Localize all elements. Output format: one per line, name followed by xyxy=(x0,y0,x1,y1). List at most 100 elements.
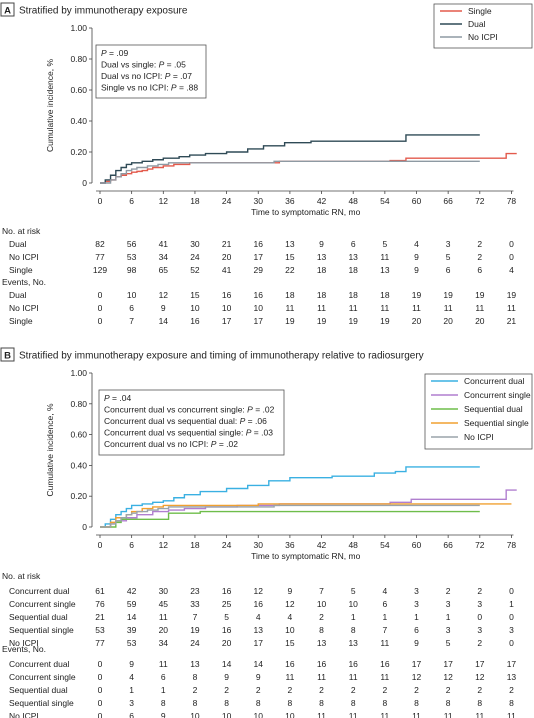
events-value: 11 xyxy=(475,303,484,313)
at-risk-value: 6 xyxy=(414,625,419,635)
events-value: 11 xyxy=(412,711,421,718)
events-value: 6 xyxy=(161,672,166,682)
events-value: 2 xyxy=(414,685,419,695)
at-risk-value: 22 xyxy=(285,265,295,275)
at-risk-value: 13 xyxy=(317,638,327,648)
x-tick-label: 30 xyxy=(254,540,264,550)
events-value: 10 xyxy=(190,711,200,718)
at-risk-header: No. at risk xyxy=(2,226,41,236)
series-line-single xyxy=(100,152,517,184)
panel-letter: A xyxy=(4,6,11,17)
x-tick-label: 18 xyxy=(190,196,200,206)
pvalue-text: Concurrent dual vs sequential single: P … xyxy=(104,428,273,438)
events-value: 11 xyxy=(349,711,358,718)
at-risk-value: 17 xyxy=(254,638,264,648)
at-risk-value: 4 xyxy=(382,586,387,596)
events-value: 8 xyxy=(319,698,324,708)
events-value: 11 xyxy=(507,303,516,313)
legend-label: Sequential single xyxy=(464,418,529,428)
at-risk-value: 11 xyxy=(380,638,389,648)
at-risk-value: 25 xyxy=(222,599,232,609)
events-value: 8 xyxy=(509,698,514,708)
at-risk-value: 6 xyxy=(351,239,356,249)
at-risk-value: 2 xyxy=(477,638,482,648)
at-risk-value: 61 xyxy=(95,586,105,596)
events-value: 10 xyxy=(127,290,137,300)
events-value: 8 xyxy=(224,698,229,708)
pvalue-box xyxy=(98,389,285,456)
events-value: 10 xyxy=(222,711,232,718)
at-risk-value: 3 xyxy=(477,625,482,635)
legend-label: Dual xyxy=(468,19,486,29)
at-risk-value: 6 xyxy=(382,599,387,609)
events-value: 11 xyxy=(380,672,389,682)
events-value: 6 xyxy=(129,711,134,718)
events-value: 16 xyxy=(317,659,327,669)
at-risk-value: 21 xyxy=(222,239,232,249)
x-tick-label: 48 xyxy=(348,540,358,550)
events-value: 8 xyxy=(256,698,261,708)
events-value: 6 xyxy=(129,303,134,313)
events-value: 20 xyxy=(475,316,485,326)
at-risk-value: 14 xyxy=(127,612,137,622)
legend-label: Single xyxy=(468,6,492,16)
at-risk-value: 18 xyxy=(317,265,327,275)
events-value: 11 xyxy=(349,672,358,682)
at-risk-value: 12 xyxy=(254,586,264,596)
at-risk-value: 4 xyxy=(288,612,293,622)
at-risk-value: 10 xyxy=(317,599,327,609)
events-value: 11 xyxy=(159,659,168,669)
events-value: 8 xyxy=(382,698,387,708)
events-value: 0 xyxy=(98,698,103,708)
at-risk-value: 11 xyxy=(380,252,389,262)
at-risk-row-label: No ICPI xyxy=(9,638,39,648)
events-value: 11 xyxy=(380,711,389,718)
at-risk-row-label: Sequential single xyxy=(9,625,74,635)
at-risk-value: 98 xyxy=(127,265,137,275)
y-tick-label: 1.00 xyxy=(70,368,87,378)
at-risk-value: 9 xyxy=(414,638,419,648)
at-risk-value: 19 xyxy=(190,625,200,635)
x-tick-label: 0 xyxy=(98,196,103,206)
at-risk-value: 33 xyxy=(190,599,200,609)
at-risk-value: 53 xyxy=(127,252,137,262)
events-value: 10 xyxy=(222,303,232,313)
pvalue-text: Concurrent dual vs no ICPI: P = .02 xyxy=(104,439,238,449)
events-value: 2 xyxy=(288,685,293,695)
at-risk-value: 56 xyxy=(127,239,137,249)
at-risk-value: 5 xyxy=(382,239,387,249)
at-risk-value: 76 xyxy=(95,599,105,609)
at-risk-value: 9 xyxy=(288,586,293,596)
at-risk-value: 0 xyxy=(509,586,514,596)
at-risk-value: 34 xyxy=(159,252,169,262)
at-risk-value: 23 xyxy=(190,586,200,596)
at-risk-value: 29 xyxy=(254,265,264,275)
events-value: 2 xyxy=(256,685,261,695)
at-risk-value: 5 xyxy=(224,612,229,622)
events-value: 10 xyxy=(285,711,295,718)
events-value: 17 xyxy=(254,316,264,326)
at-risk-value: 8 xyxy=(351,625,356,635)
at-risk-value: 20 xyxy=(159,625,169,635)
at-risk-value: 24 xyxy=(190,252,200,262)
at-risk-value: 6 xyxy=(477,265,482,275)
events-value: 9 xyxy=(129,659,134,669)
at-risk-value: 3 xyxy=(446,239,451,249)
at-risk-value: 3 xyxy=(446,599,451,609)
at-risk-value: 21 xyxy=(95,612,105,622)
events-value: 11 xyxy=(349,303,358,313)
y-tick-label: 1.00 xyxy=(70,23,87,33)
at-risk-value: 1 xyxy=(382,612,387,622)
events-value: 2 xyxy=(319,685,324,695)
x-axis-title: Time to symptomatic RN, mo xyxy=(251,551,361,561)
at-risk-value: 4 xyxy=(414,239,419,249)
at-risk-row-label: Concurrent single xyxy=(9,599,76,609)
at-risk-value: 16 xyxy=(222,586,232,596)
events-value: 8 xyxy=(161,698,166,708)
legend-label: Sequential dual xyxy=(464,404,523,414)
y-tick-label: 0.20 xyxy=(70,147,87,157)
x-tick-label: 78 xyxy=(507,540,517,550)
events-row-label: Concurrent dual xyxy=(9,659,70,669)
at-risk-value: 41 xyxy=(222,265,232,275)
